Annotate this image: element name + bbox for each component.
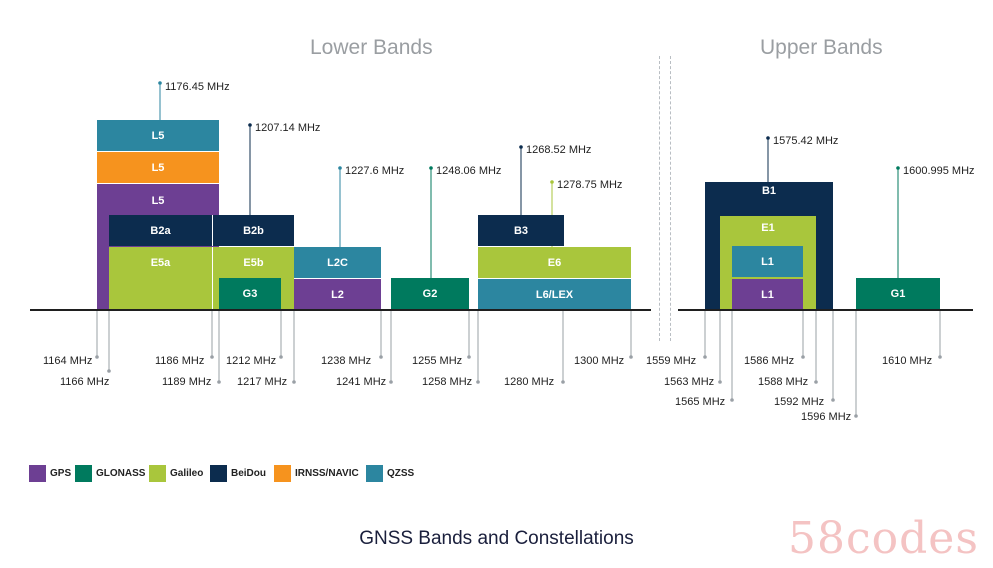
edge-freq-label: 1238 MHz: [321, 355, 372, 367]
band-l2c: L2C: [294, 247, 381, 278]
edge-freq-label: 1588 MHz: [758, 376, 809, 388]
edge-freq-label: 1596 MHz: [801, 411, 852, 423]
legend-swatch-galileo: [149, 465, 166, 482]
center-freq-label: 1600.995 MHz: [903, 165, 975, 177]
band-l6-lex: L6/LEX: [478, 279, 631, 310]
edge-freq-label: 1610 MHz: [882, 355, 933, 367]
edge-freq-label: 1280 MHz: [504, 376, 555, 388]
center-freq-label: 1207.14 MHz: [255, 122, 321, 134]
edge-freq-label: 1586 MHz: [744, 355, 795, 367]
legend-swatch-irnss: [274, 465, 291, 482]
center-freq-label: 1575.42 MHz: [773, 135, 839, 147]
band-g2: G2: [391, 278, 469, 310]
center-freq-label: 1278.75 MHz: [557, 179, 623, 191]
section-divider: [670, 56, 671, 341]
edge-freq-label: 1186 MHz: [155, 355, 205, 367]
band-e6: E6: [478, 247, 631, 278]
legend-swatch-qzss: [366, 465, 383, 482]
legend-label-irnss: IRNSS/NAVIC: [295, 468, 359, 479]
band-b3: B3: [478, 215, 564, 246]
center-freq-label: 1227.6 MHz: [345, 165, 405, 177]
center-freq-label: 1176.45 MHz: [165, 81, 230, 93]
edge-freq-label: 1255 MHz: [412, 355, 463, 367]
legend-label-glonass: GLONASS: [96, 468, 146, 479]
edge-freq-label: 1300 MHz: [574, 355, 625, 367]
band-b2a: B2a: [109, 215, 212, 246]
legend-swatch-glonass: [75, 465, 92, 482]
baseline-upper: [678, 309, 973, 311]
edge-freq-label: 1212 MHz: [226, 355, 277, 367]
band-l1-gps: L1: [732, 279, 803, 310]
center-freq-label: 1268.52 MHz: [526, 144, 592, 156]
edge-freq-label: 1592 MHz: [774, 396, 825, 408]
figure-caption: GNSS Bands and Constellations: [359, 528, 634, 549]
edge-freq-label: 1164 MHz: [43, 355, 93, 367]
band-l2: L2: [294, 279, 381, 310]
edge-freq-label: 1559 MHz: [646, 355, 697, 367]
upper-bands-title: Upper Bands: [760, 36, 883, 59]
band-g1: G1: [856, 278, 940, 310]
legend-label-galileo: Galileo: [170, 468, 204, 479]
edge-freq-label: 1258 MHz: [422, 376, 473, 388]
legend-label-qzss: QZSS: [387, 468, 415, 479]
center-freq-label: 1248.06 MHz: [436, 165, 502, 177]
band-g3: G3: [219, 278, 281, 310]
edge-freq-label: 1241 MHz: [336, 376, 387, 388]
baseline-lower: [30, 309, 651, 311]
legend-swatch-beidou: [210, 465, 227, 482]
edge-freq-label: 1166 MHz: [60, 376, 110, 388]
edge-freq-label: 1563 MHz: [664, 376, 715, 388]
lower-bands-title: Lower Bands: [310, 36, 433, 59]
legend-label-gps: GPS: [50, 468, 72, 479]
legend-swatch-gps: [29, 465, 46, 482]
edge-freq-label: 1565 MHz: [675, 396, 726, 408]
edge-freq-label: 1189 MHz: [162, 376, 212, 388]
band-l1-qzss: L1: [732, 246, 803, 277]
watermark: 58codes: [788, 513, 979, 564]
band-l5-irnss: L5: [97, 152, 219, 183]
legend-label-beidou: BeiDou: [231, 468, 266, 479]
section-divider: [659, 56, 660, 341]
band-l5-qzss: L5: [97, 120, 219, 151]
band-b2b: B2b: [212, 215, 294, 246]
edge-freq-label: 1217 MHz: [237, 376, 288, 388]
band-e5a: E5a: [109, 247, 212, 310]
